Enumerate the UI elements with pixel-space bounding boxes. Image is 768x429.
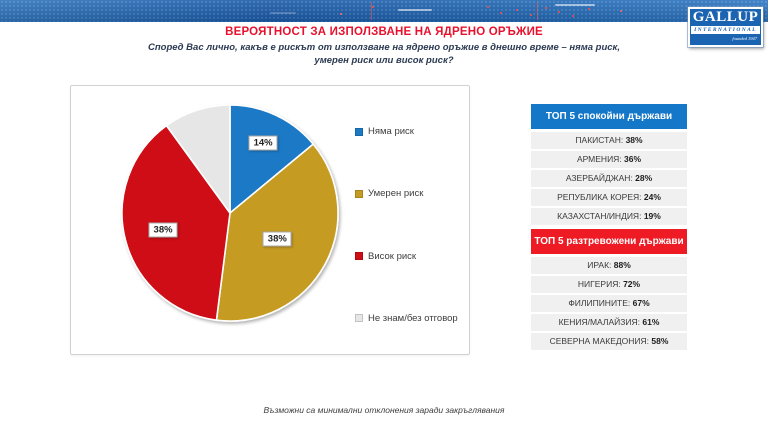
country-row: АРМЕНИЯ: 36% xyxy=(531,151,687,168)
country-value: 28% xyxy=(635,173,653,183)
country-value: 67% xyxy=(632,298,650,308)
map-marker-line xyxy=(371,2,372,20)
country-value: 58% xyxy=(651,336,669,346)
map-label-speck xyxy=(555,4,595,6)
page-title: ВЕРОЯТНОСТ ЗА ИЗПОЛЗВАНЕ НА ЯДРЕНО ОРЪЖИ… xyxy=(225,26,543,38)
country-row: СЕВЕРНА МАКЕДОНИЯ: 58% xyxy=(531,333,687,350)
country-row: НИГЕРИЯ: 72% xyxy=(531,276,687,293)
legend-label: Умерен риск xyxy=(368,188,424,200)
country-name: АРМЕНИЯ: xyxy=(576,154,625,164)
survey-question-line1: Според Вас лично, какъв е рискът от изпо… xyxy=(148,42,620,53)
gallup-logo: GALLUP INTERNATIONAL founded 1947 xyxy=(688,7,763,47)
country-value: 38% xyxy=(625,135,643,145)
panel-header: ТОП 5 разтревожени държави xyxy=(531,229,687,254)
country-name: ИРАК: xyxy=(587,260,614,270)
country-row: КЕНИЯ/МАЛАЙЗИЯ: 61% xyxy=(531,314,687,331)
country-name: АЗЕРБАЙДЖАН: xyxy=(565,173,636,183)
map-marker-dots xyxy=(372,6,374,8)
country-name: СЕВЕРНА МАКЕДОНИЯ: xyxy=(549,336,652,346)
legend-swatch xyxy=(355,252,363,261)
legend-swatch xyxy=(355,127,363,136)
legend-label: Не знам/без отговор xyxy=(368,312,458,324)
map-label-speck xyxy=(398,9,432,11)
world-map-banner xyxy=(0,0,768,22)
legend-item: Висок риск xyxy=(355,251,458,262)
survey-question-line2: умерен риск или висок риск? xyxy=(314,55,454,66)
legend-label: Няма риск xyxy=(368,126,414,137)
country-value: 36% xyxy=(624,154,642,164)
map-marker-line xyxy=(537,2,538,20)
banner-shade xyxy=(0,0,768,22)
pie-data-label: 38% xyxy=(148,222,178,238)
country-name: КЕНИЯ/МАЛАЙЗИЯ: xyxy=(558,317,643,327)
country-row: ПАКИСТАН: 38% xyxy=(531,132,687,149)
country-rankings-panel: ТОП 5 спокойни държави ПАКИСТАН: 38% АРМЕН… xyxy=(531,104,687,352)
gallup-logo-tagline: founded 1947 xyxy=(732,36,757,41)
country-value: 88% xyxy=(613,260,631,270)
survey-question: Според Вас лично, какъв е рискът от изпо… xyxy=(0,41,768,67)
country-name: ПАКИСТАН: xyxy=(575,135,626,145)
gallup-logo-wordmark: GALLUP xyxy=(692,9,759,25)
legend-item: Няма риск xyxy=(355,126,458,137)
country-row: РЕПУБЛИКА КОРЕЯ: 24% xyxy=(531,189,687,206)
panel-header: ТОП 5 спокойни държави xyxy=(531,104,687,129)
country-name: РЕПУБЛИКА КОРЕЯ: xyxy=(557,192,644,202)
legend-swatch xyxy=(355,189,363,198)
legend-item: Умерен риск xyxy=(355,188,458,199)
country-value: 61% xyxy=(642,317,660,327)
country-name: КАЗАХСТАН/ИНДИЯ: xyxy=(557,211,644,221)
country-row: АЗЕРБАЙДЖАН: 28% xyxy=(531,170,687,187)
country-value: 72% xyxy=(623,279,641,289)
country-value: 24% xyxy=(643,192,661,202)
country-name: ФИЛИПИНИТЕ: xyxy=(568,298,633,308)
legend: Няма риск Умерен риск Висок риск Не знам/бе… xyxy=(355,126,458,324)
country-row: ИРАК: 88% xyxy=(531,257,687,274)
legend-swatch xyxy=(355,314,363,323)
pie-slice-Не знам/без отговор xyxy=(165,104,231,214)
pie-data-label: 38% xyxy=(262,231,292,247)
country-value: 19% xyxy=(643,211,661,221)
legend-label: Висок риск xyxy=(368,250,417,262)
pie-data-label: 14% xyxy=(248,135,278,151)
pie-slice-Няма риск xyxy=(229,104,315,214)
map-label-speck xyxy=(270,12,296,14)
country-name: НИГЕРИЯ: xyxy=(577,279,624,289)
country-row: ФИЛИПИНИТЕ: 67% xyxy=(531,295,687,312)
pie-chart-container: 14% 38% 38% Няма риск Умерен риск Висок риск… xyxy=(70,85,470,355)
gallup-logo-international: INTERNATIONAL xyxy=(691,26,760,34)
country-row: КАЗАХСТАН/ИНДИЯ: 19% xyxy=(531,208,687,225)
legend-item: Не знам/без отговор xyxy=(355,313,458,324)
rounding-footnote: Възможни са минимални отклонения заради … xyxy=(263,405,505,415)
